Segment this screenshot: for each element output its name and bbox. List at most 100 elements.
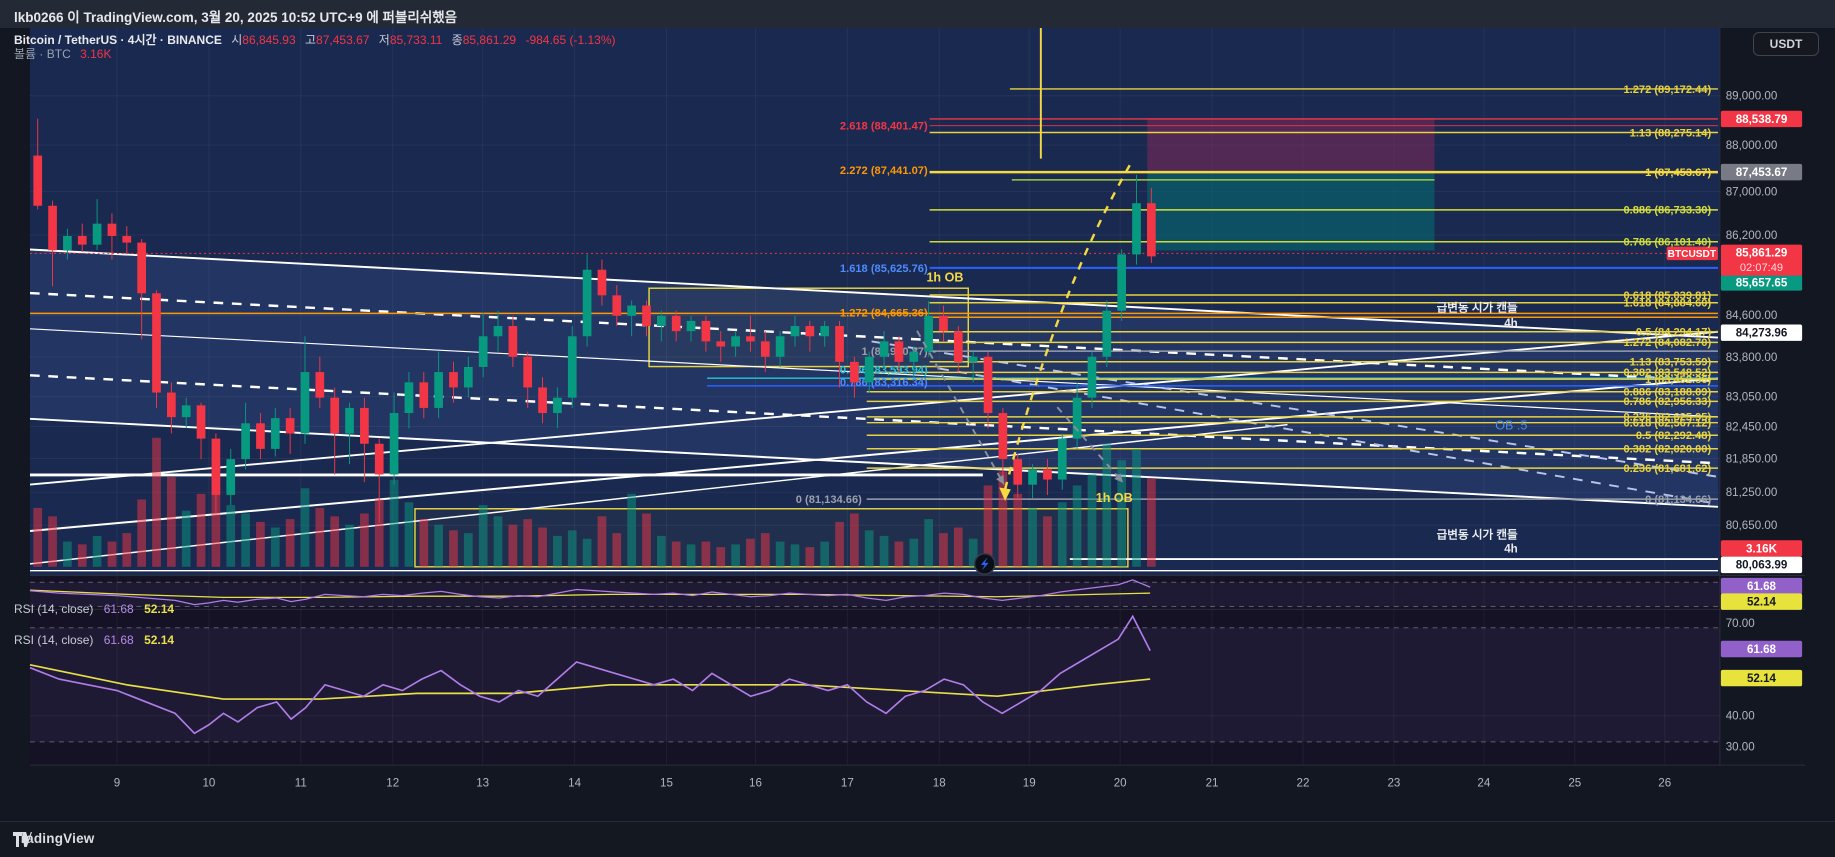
currency-toggle-button[interactable]: USDT [1753, 32, 1819, 56]
volume-bar [627, 493, 637, 567]
price-axis-tag-text: 52.14 [1747, 595, 1777, 608]
fib-level-label: 0.618 (82,567.12) [1623, 418, 1711, 430]
annotation-text[interactable]: 1h OB [926, 270, 963, 284]
price-axis-label: 81,850.00 [1726, 452, 1778, 465]
volume-bar [330, 516, 340, 567]
candle-body [404, 382, 414, 414]
price-axis-label: 83,050.00 [1726, 390, 1778, 403]
candle-body [315, 372, 325, 398]
price-axis-tag[interactable] [1720, 274, 1803, 291]
trend-line[interactable] [29, 248, 1719, 339]
annotation-text[interactable]: 4h [1504, 542, 1518, 555]
price-axis-tag[interactable] [1720, 540, 1803, 557]
volume-bar [1072, 485, 1082, 567]
annotation-text[interactable]: 1h OB [1096, 491, 1133, 505]
price-axis-tag-text: 85,657.65 [1736, 276, 1788, 289]
candle-body [627, 305, 637, 316]
volume-legend-row[interactable]: 볼륨 · BTC 3.16K [14, 45, 111, 62]
time-axis-label: 11 [295, 776, 307, 789]
time-axis-label: 25 [1568, 776, 1581, 789]
candle-body [1087, 356, 1097, 398]
volume-bar [122, 533, 132, 567]
last-price-tag[interactable] [1720, 244, 1803, 276]
time-axis-label: 9 [114, 776, 120, 789]
volume-bars [33, 437, 1156, 567]
volume-bar [924, 519, 933, 567]
volume-bar [939, 533, 948, 567]
annotation-text[interactable]: 급변동 시가 캔들 [1437, 300, 1518, 314]
volume-bar [998, 471, 1008, 567]
trend-line[interactable] [29, 374, 1719, 465]
zone-box[interactable] [1147, 117, 1435, 173]
time-axis-label: 24 [1477, 776, 1490, 789]
time-axis-label: 15 [660, 776, 673, 789]
candle-body [181, 405, 191, 418]
chart-canvas[interactable]: 2.618 (88,401.47) 2.272 (87,441.07) 1.618 … [0, 28, 1835, 857]
fib-level-label: 1.13 (83,753.59) [1630, 357, 1712, 369]
last-price-value: 85,861.29 [1736, 246, 1788, 259]
zone-box[interactable] [414, 508, 1129, 568]
price-axis-tag[interactable] [1720, 163, 1803, 181]
rsi-pane2-legend[interactable]: RSI (14, close) 61.68 52.14 [14, 633, 174, 647]
price-axis-tag[interactable] [1720, 669, 1803, 687]
time-axis-label: 16 [749, 776, 762, 789]
price-axis-tag[interactable] [1720, 577, 1803, 595]
candle-body [300, 372, 310, 434]
rsi-line-mini [29, 579, 1151, 606]
ohlc-high-value: 87,453.67 [316, 33, 370, 47]
price-axis-tag[interactable] [1720, 593, 1803, 610]
bottom-bar: TradingView [0, 821, 1835, 857]
price-axis-tag[interactable] [1720, 556, 1803, 574]
candle-body [166, 392, 176, 418]
price-axis-tag[interactable] [1720, 324, 1803, 341]
time-axis-background[interactable] [29, 765, 1806, 796]
volume-bar [567, 530, 577, 567]
tradingview-logo[interactable]: TradingView [13, 831, 94, 847]
annotation-text[interactable]: 급변동 시가 캔들 [1437, 528, 1518, 542]
candle-body [1102, 310, 1112, 357]
volume-bar [374, 499, 384, 567]
volume-bar [1132, 448, 1141, 567]
price-axis-tag[interactable] [1720, 110, 1803, 128]
fib-level-label: 0.382 (83,548.52) [1623, 367, 1711, 379]
curve-arrow[interactable] [1003, 162, 1132, 490]
fib-level-label: 0.786 (86,101.40) [1623, 237, 1711, 249]
volume-bar [256, 521, 265, 567]
time-axis-label: 13 [476, 776, 489, 789]
annotation-text[interactable]: 4h [1504, 317, 1518, 330]
volume-bar [553, 535, 562, 567]
trend-line[interactable] [871, 340, 1719, 478]
trend-line[interactable] [29, 291, 1719, 383]
symbol-title[interactable]: Bitcoin / TetherUS · 4시간 · BINANCE [14, 33, 222, 47]
volume-bar [538, 527, 547, 567]
candle-body [374, 443, 384, 475]
candle-body [671, 315, 681, 332]
candle-body [1013, 459, 1023, 485]
volume-bar [983, 485, 993, 567]
volume-bar [508, 524, 518, 567]
candle-body [419, 382, 429, 408]
candle-body [63, 235, 72, 251]
trend-line[interactable] [29, 423, 1288, 565]
gray-arrow-line[interactable] [916, 330, 1005, 486]
candle-body [820, 326, 830, 337]
candle-body [553, 397, 562, 414]
rsi-pane1-legend[interactable]: RSI (14, close) 61.68 52.14 [14, 602, 174, 616]
annotation-text[interactable]: OB .5 [1495, 418, 1527, 432]
candle-body [360, 407, 369, 444]
volume-bar [1057, 502, 1067, 567]
price-axis-tag-text: 61.68 [1747, 580, 1777, 593]
price-axis-tag[interactable] [1720, 640, 1803, 658]
zone-box[interactable] [1147, 172, 1435, 251]
candles [33, 118, 1156, 524]
gray-arrow-line[interactable] [1056, 406, 1124, 484]
volume-bar [850, 513, 859, 567]
ohlc-close-value: 85,861.29 [462, 33, 517, 47]
fib-level-label: 0 (81,134.66) [1645, 494, 1711, 506]
volume-bar [968, 538, 978, 567]
price-axis-label: 82,450.00 [1726, 420, 1778, 433]
trend-line[interactable] [29, 330, 1719, 486]
volume-bar [582, 538, 592, 567]
trend-line[interactable] [29, 417, 1719, 508]
trend-line[interactable] [29, 377, 1719, 532]
